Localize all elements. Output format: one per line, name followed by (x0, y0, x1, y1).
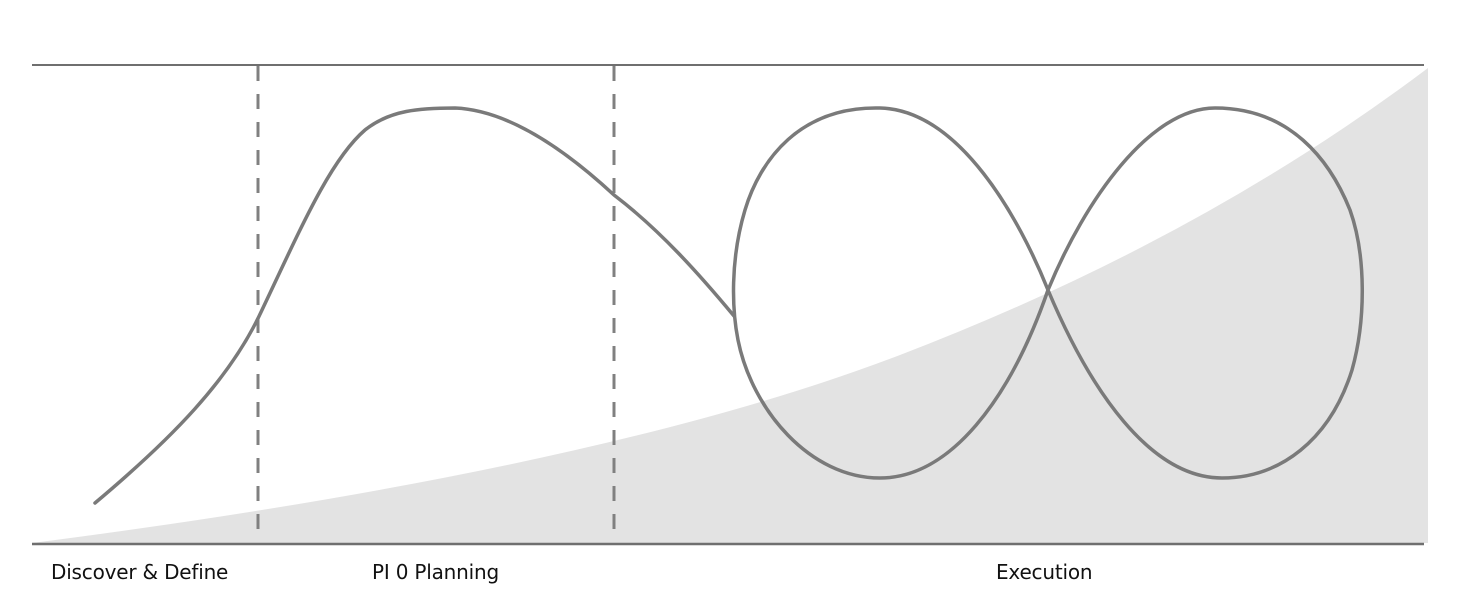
phase-label-planning: PI 0 Planning (372, 560, 499, 584)
ramp-curve (93, 106, 736, 505)
growth-area (32, 68, 1428, 543)
execution-infinity-loop (731, 106, 1364, 480)
phase-label-execution: Execution (996, 560, 1093, 584)
phase-label-discover: Discover & Define (51, 560, 229, 584)
